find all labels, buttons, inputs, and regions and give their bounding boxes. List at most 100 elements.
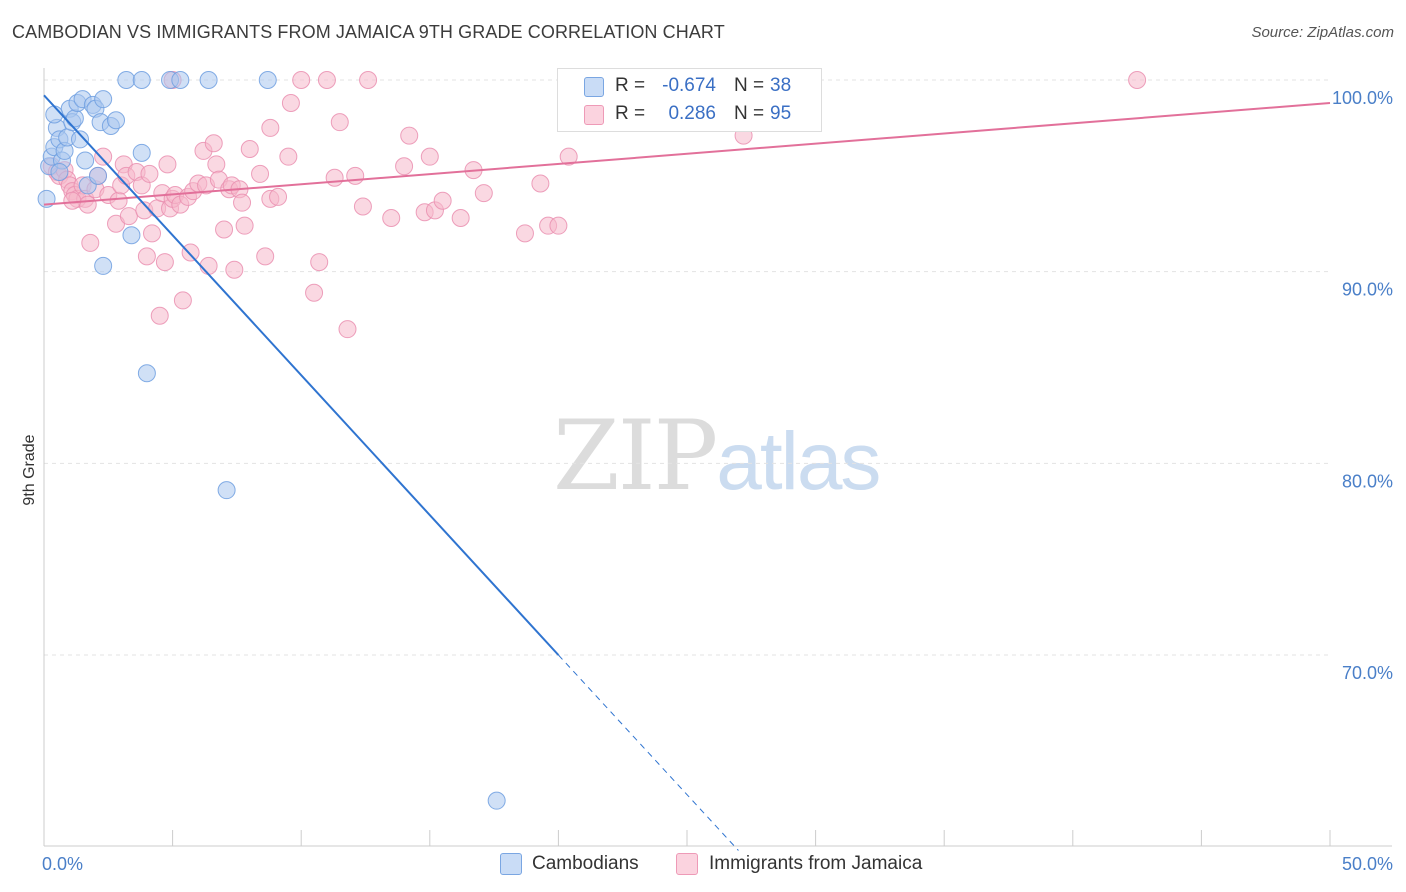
cambodian-point xyxy=(137,364,156,383)
jamaica-point xyxy=(155,253,174,272)
jamaica-point xyxy=(292,71,311,89)
jamaica-point xyxy=(338,320,357,339)
jamaica-point xyxy=(346,166,365,185)
jamaica-point xyxy=(240,140,259,158)
legend-swatch-cambodians xyxy=(584,77,604,97)
cambodian-point xyxy=(199,71,218,89)
jamaica-point xyxy=(400,126,419,145)
bottom-legend-cambodians: Cambodians xyxy=(500,852,670,876)
cambodian-trend-line xyxy=(43,94,560,656)
jamaica-point xyxy=(256,247,275,266)
bottom-legend-label-jamaica: Immigrants from Jamaica xyxy=(709,853,923,874)
jamaica-point xyxy=(325,168,344,187)
jamaica-point xyxy=(63,191,82,210)
jamaica-point xyxy=(143,224,162,243)
jamaica-point xyxy=(395,157,414,176)
cambodian-point xyxy=(171,71,190,89)
cambodian-point xyxy=(122,226,141,245)
y-tick-label: 80.0% xyxy=(1342,471,1393,491)
jamaica-point xyxy=(199,256,218,275)
legend-row-jamaica: R = 0.286 N = 95 xyxy=(558,100,821,128)
cambodian-point xyxy=(94,256,113,275)
legend-n-label: N = xyxy=(734,103,765,124)
jamaica-point xyxy=(279,147,298,166)
jamaica-point xyxy=(353,197,372,216)
y-tick-label: 90.0% xyxy=(1342,280,1393,300)
cambodian-point xyxy=(50,163,69,181)
x-tick-label: 0.0% xyxy=(42,854,83,874)
jamaica-point xyxy=(207,155,226,174)
jamaica-point xyxy=(317,71,336,89)
bottom-legend-label-cambodians: Cambodians xyxy=(532,853,639,874)
jamaica-point xyxy=(137,247,156,266)
cambodian-point xyxy=(117,71,136,89)
jamaica-point xyxy=(420,147,439,166)
jamaica-point xyxy=(310,253,329,272)
jamaica-point xyxy=(173,291,192,310)
jamaica-point xyxy=(204,134,223,153)
legend-row-cambodians: R = -0.674 N = 38 xyxy=(558,72,821,100)
jamaica-point xyxy=(451,209,470,227)
cambodian-point xyxy=(217,481,236,500)
jamaica-point xyxy=(81,233,100,252)
legend-swatch-jamaica xyxy=(584,105,604,125)
legend-n-value: 38 xyxy=(770,75,792,96)
cambodian-point xyxy=(487,791,506,810)
jamaica-point xyxy=(559,147,578,166)
jamaica-point xyxy=(225,260,244,279)
legend-r-label: R = xyxy=(615,103,646,124)
jamaica-point xyxy=(251,164,270,183)
bottom-legend-jamaica: Immigrants from Jamaica xyxy=(676,852,976,876)
x-tick-label: 50.0% xyxy=(1342,854,1393,874)
watermark: ZIPatlas xyxy=(553,400,881,512)
cambodian-point xyxy=(65,109,84,128)
jamaica-point xyxy=(474,184,493,203)
cambodian-point xyxy=(132,143,151,162)
cambodian-point xyxy=(45,105,64,124)
jamaica-point xyxy=(233,193,252,212)
jamaica-point xyxy=(215,220,234,239)
cambodian-point xyxy=(132,71,151,89)
jamaica-point xyxy=(78,195,97,214)
cambodian-point xyxy=(258,71,277,89)
jamaica-point xyxy=(94,147,113,166)
jamaica-point xyxy=(281,94,300,112)
cambodian-point xyxy=(76,151,95,170)
jamaica-point xyxy=(305,283,324,302)
legend-n-value: 95 xyxy=(770,103,792,124)
jamaica-point xyxy=(1128,71,1147,89)
jamaica-point xyxy=(235,216,254,235)
watermark-atlas: atlas xyxy=(716,416,881,507)
legend-r-value: 0.286 xyxy=(668,103,716,124)
cambodian-point xyxy=(107,111,126,130)
jamaica-point xyxy=(109,191,128,210)
source-note: Source: ZipAtlas.com xyxy=(1251,24,1394,41)
jamaica-trend-line xyxy=(43,102,1331,206)
bottom-legend-swatch-cambodians xyxy=(500,853,522,875)
legend-r-value: -0.674 xyxy=(662,75,716,96)
jamaica-point xyxy=(181,243,200,262)
chart-title: CAMBODIAN VS IMMIGRANTS FROM JAMAICA 9TH… xyxy=(12,22,725,42)
jamaica-point xyxy=(382,209,401,227)
cambodian-point xyxy=(89,166,108,185)
jamaica-point xyxy=(330,113,349,132)
legend-n-label: N = xyxy=(734,75,765,96)
cambodian-point xyxy=(94,90,113,109)
cambodian-trend-extension xyxy=(558,654,739,851)
jamaica-point xyxy=(359,71,378,89)
jamaica-point xyxy=(269,187,288,206)
jamaica-point xyxy=(140,164,159,183)
jamaica-point xyxy=(549,216,568,235)
legend-r-label: R = xyxy=(615,75,646,96)
jamaica-point xyxy=(261,118,280,137)
watermark-zip: ZIP xyxy=(553,400,718,512)
jamaica-point xyxy=(515,224,534,243)
y-tick-label: 100.0% xyxy=(1332,88,1393,108)
jamaica-point xyxy=(119,207,138,226)
bottom-legend-swatch-jamaica xyxy=(676,853,698,875)
jamaica-point xyxy=(150,306,169,325)
jamaica-point xyxy=(158,155,177,174)
jamaica-point xyxy=(433,191,452,210)
cambodian-point xyxy=(71,130,90,149)
